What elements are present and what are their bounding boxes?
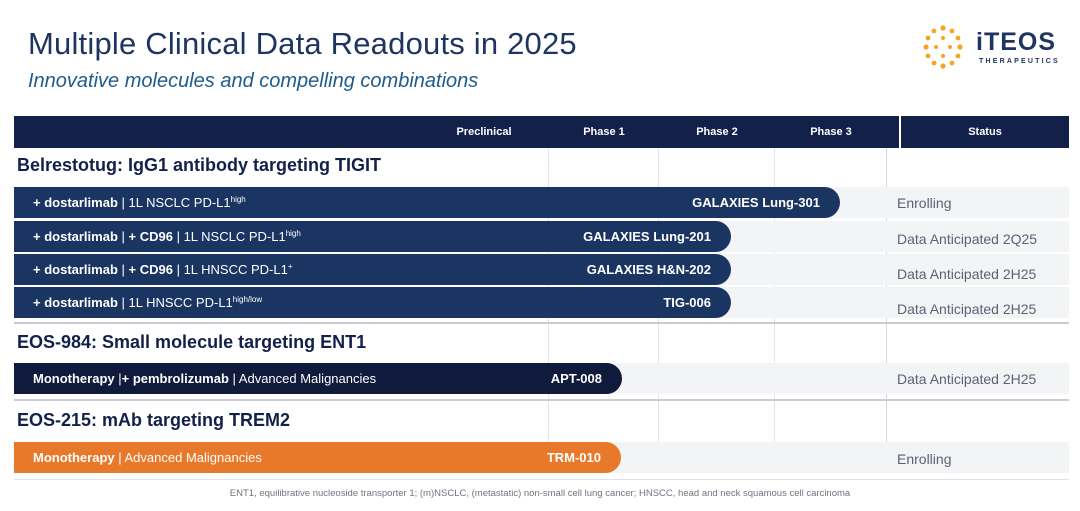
status-text: Data Anticipated 2H25 (897, 371, 1037, 387)
header-phase2: Phase 2 (696, 126, 738, 138)
status-text: Enrolling (897, 195, 952, 211)
page-subtitle: Innovative molecules and compelling comb… (28, 70, 479, 92)
page-title: Multiple Clinical Data Readouts in 2025 (28, 26, 577, 61)
footnote: ENT1, equilibrative nucleoside transport… (229, 488, 851, 499)
trial-name: TRM-010 (546, 450, 601, 465)
bar-label: + dostarlimab | 1L NSCLC PD-L1high (33, 195, 246, 210)
pipeline-bar-apt008[interactable]: Monotherapy |+ pembrolizumab | Advanced … (14, 363, 622, 394)
trial-name: GALAXIES H&N-202 (586, 262, 711, 277)
section-title-eos984: EOS-984: Small molecule targeting ENT1 (17, 332, 367, 352)
status-text: Enrolling (897, 451, 952, 467)
trial-name: APT-008 (550, 371, 602, 386)
header-preclinical: Preclinical (456, 126, 512, 138)
status-text: Data Anticipated 2H25 (897, 301, 1037, 317)
pipeline-bar-lung301[interactable]: + dostarlimab | 1L NSCLC PD-L1high GALAX… (14, 187, 840, 218)
section-divider (14, 322, 1069, 324)
bar-label: + dostarlimab | + CD96 | 1L HNSCC PD-L1+ (33, 262, 293, 277)
logo-dots-icon (923, 25, 963, 69)
header-status: Status (968, 126, 1002, 138)
pipeline-header: Preclinical Phase 1 Phase 2 Phase 3 Stat… (14, 116, 1069, 148)
bar-label: + dostarlimab | 1L HNSCC PD-L1high/low (33, 295, 263, 310)
header-divider (899, 116, 901, 148)
trial-name: GALAXIES Lung-301 (692, 195, 820, 210)
section-title-belrestotug: Belrestotug: IgG1 antibody targeting TIG… (17, 155, 382, 175)
bar-label: Monotherapy | Advanced Malignancies (33, 450, 262, 465)
logo-name: iTEOS (976, 28, 1057, 56)
header-phase1: Phase 1 (583, 126, 625, 138)
footer-divider (14, 479, 1069, 480)
header-phase3: Phase 3 (810, 126, 852, 138)
section-title-eos215: EOS-215: mAb targeting TREM2 (17, 410, 291, 430)
status-text: Data Anticipated 2H25 (897, 266, 1037, 282)
pipeline-bar-hn202[interactable]: + dostarlimab | + CD96 | 1L HNSCC PD-L1+… (14, 254, 731, 285)
section-divider (14, 399, 1069, 401)
bar-label: Monotherapy |+ pembrolizumab | Advanced … (33, 371, 377, 386)
company-logo: iTEOS THERAPEUTICS (916, 22, 1066, 74)
pipeline-bar-tig006[interactable]: + dostarlimab | 1L HNSCC PD-L1high/low T… (14, 287, 731, 318)
logo-tagline: THERAPEUTICS (979, 58, 1060, 65)
bar-label: + dostarlimab | + CD96 | 1L NSCLC PD-L1h… (33, 229, 301, 244)
trial-name: GALAXIES Lung-201 (583, 229, 711, 244)
status-text: Data Anticipated 2Q25 (897, 231, 1038, 247)
pipeline-bar-lung201[interactable]: + dostarlimab | + CD96 | 1L NSCLC PD-L1h… (14, 221, 731, 252)
pipeline-bar-trm010[interactable]: Monotherapy | Advanced Malignancies TRM-… (14, 442, 621, 473)
trial-name: TIG-006 (663, 295, 711, 310)
